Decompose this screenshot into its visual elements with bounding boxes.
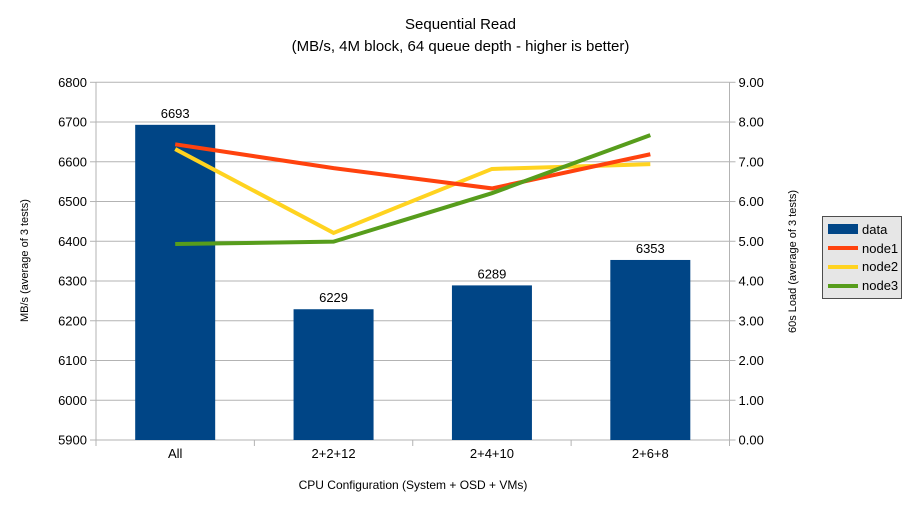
legend-swatch-node3 (828, 283, 858, 288)
bar (135, 124, 216, 441)
bar (293, 309, 374, 440)
bar-value-label: 6289 (477, 266, 506, 281)
left-axis-tick-label: 6500 (58, 194, 87, 209)
left-axis-tick-label: 6400 (58, 234, 87, 249)
left-axis-tick-label: 6300 (58, 274, 87, 289)
right-axis-tick-label: 7.00 (739, 154, 764, 169)
bar (451, 285, 532, 440)
right-axis-tick-label: 2.00 (739, 353, 764, 368)
right-axis-tick-label: 4.00 (739, 274, 764, 289)
left-axis-tick-label: 6700 (58, 115, 87, 130)
legend-item-node3: node3 (828, 279, 901, 292)
legend-label: node1 (862, 240, 899, 256)
right-axis-tick-label: 8.00 (739, 115, 764, 130)
left-axis-tick-label: 6200 (58, 313, 87, 328)
legend-swatch-data (828, 224, 858, 235)
left-axis-tick-label: 5900 (58, 433, 87, 448)
bar-value-label: 6693 (161, 106, 190, 121)
legend-item-node1: node1 (828, 242, 901, 255)
left-axis-tick-label: 6800 (58, 75, 87, 90)
left-axis-title: MB/s (average of 3 tests) (19, 199, 31, 323)
category-label: 2+6+8 (632, 446, 669, 461)
right-axis-title: 60s Load (average of 3 tests) (787, 189, 799, 333)
legend-label: data (862, 221, 888, 237)
legend-swatch-node1 (828, 246, 858, 251)
legend-label: node2 (862, 259, 899, 275)
chart-subtitle: (MB/s, 4M block, 64 queue depth - higher… (291, 38, 630, 55)
category-label: 2+2+12 (312, 446, 356, 461)
legend: data node1 node2 node3 (822, 216, 902, 299)
category-label: 2+4+10 (470, 446, 514, 461)
right-axis-tick-label: 6.00 (739, 194, 764, 209)
right-axis-tick-label: 0.00 (739, 433, 764, 448)
series-line-node3 (175, 133, 652, 247)
right-axis-tick-label: 5.00 (739, 234, 764, 249)
series-line-node1 (174, 142, 651, 191)
left-axis-tick-label: 6100 (58, 353, 87, 368)
legend-label: node3 (862, 278, 899, 294)
right-axis-tick-label: 3.00 (739, 313, 764, 328)
category-label: All (168, 446, 183, 461)
right-axis-tick-label: 9.00 (739, 75, 764, 90)
legend-item-data: data (828, 223, 901, 236)
x-axis-title: CPU Configuration (System + OSD + VMs) (298, 478, 528, 492)
series-line-node2 (174, 147, 651, 236)
bar-value-label: 6229 (319, 290, 348, 305)
chart-title: Sequential Read (405, 16, 516, 33)
left-axis-tick-label: 6600 (58, 154, 87, 169)
legend-item-node2: node2 (828, 260, 901, 273)
right-axis-tick-label: 1.00 (739, 393, 764, 408)
left-axis-tick-label: 6000 (58, 393, 87, 408)
bar (610, 259, 691, 440)
legend-swatch-node2 (828, 264, 858, 269)
bar-value-label: 6353 (636, 241, 665, 256)
